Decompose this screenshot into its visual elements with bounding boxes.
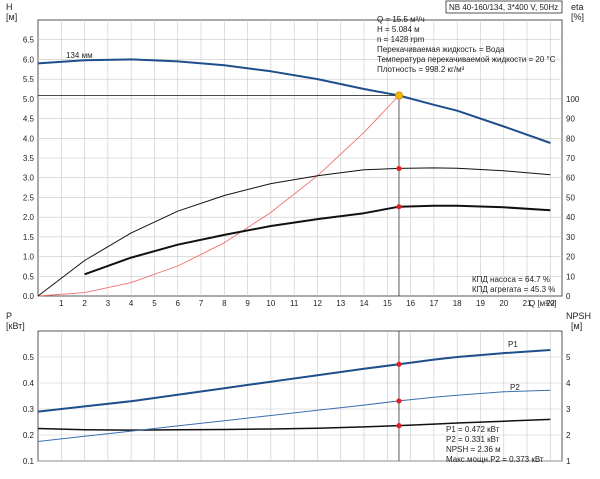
- head-tick-label: 5.5: [23, 75, 35, 84]
- flow-tick-label: 22: [546, 299, 555, 308]
- p1-marker: [396, 361, 402, 367]
- head-axis-symbol: H: [6, 2, 13, 12]
- flow-tick-label: 6: [176, 299, 181, 308]
- eta-pump-marker: [396, 165, 402, 172]
- npsh-tick-label: 2: [566, 431, 571, 440]
- head-tick-label: 0.0: [23, 292, 35, 301]
- info-pump-efficiency: КПД насоса = 64.7 %: [472, 275, 550, 284]
- flow-tick-label: 3: [106, 299, 111, 308]
- flow-tick-label: 17: [429, 299, 438, 308]
- eta-tick-label: 10: [566, 272, 575, 281]
- flow-tick-label: 15: [383, 299, 392, 308]
- head-tick-label: 1.5: [23, 233, 35, 242]
- head-tick-label: 6.0: [23, 55, 35, 64]
- info-npsh: NPSH = 2.36 м: [446, 445, 501, 454]
- flow-tick-label: 1: [59, 299, 64, 308]
- info-p2: P2 = 0.331 кВт: [446, 435, 500, 444]
- flow-axis-label: Q [м³/ч]: [529, 299, 556, 308]
- npsh-axis-unit: [м]: [571, 321, 582, 331]
- head-tick-label: 6.5: [23, 36, 35, 45]
- impeller-head-curve: [37, 58, 551, 144]
- p1-curve: [37, 349, 551, 413]
- eta-tick-label: 20: [566, 253, 575, 262]
- info-max-power: Макс.мощн.P2 = 0.373 кВт: [446, 455, 544, 464]
- head-axis-unit: [м]: [6, 12, 17, 22]
- head-tick-label: 1.0: [23, 253, 35, 262]
- eta-tick-label: 40: [566, 213, 575, 222]
- head-tick-label: 0.5: [23, 272, 35, 281]
- flow-tick-label: 14: [360, 299, 369, 308]
- npsh-marker: [396, 423, 402, 429]
- impeller-diameter-label: 134 мм: [66, 51, 93, 60]
- power-tick-label: 0.5: [23, 353, 35, 362]
- flow-tick-label: 21: [523, 299, 532, 308]
- info-unit-efficiency: КПД агрегата = 45.3 %: [472, 285, 555, 294]
- head-tick-label: 4.5: [23, 115, 35, 124]
- head-tick-label: 4.0: [23, 134, 35, 143]
- head-tick-label: 3.0: [23, 174, 35, 183]
- power-tick-label: 0.4: [23, 379, 35, 388]
- title-box: [445, 0, 563, 14]
- power-axis-unit: [кВт]: [6, 321, 25, 331]
- flow-tick-label: 4: [129, 299, 134, 308]
- head-tick-label: 3.5: [23, 154, 35, 163]
- head-tick-label: 2.5: [23, 193, 35, 202]
- eta-axis-unit: [%]: [571, 12, 584, 22]
- eta-tick-label: 60: [566, 174, 575, 183]
- eta-axis-symbol: eta: [571, 2, 584, 12]
- eta-unit-marker: [396, 204, 402, 210]
- power-tick-label: 0.1: [23, 457, 35, 466]
- flow-tick-label: 13: [336, 299, 345, 308]
- flow-tick-label: 2: [82, 299, 87, 308]
- flow-tick-label: 19: [476, 299, 485, 308]
- eta-unit-curve: [84, 204, 551, 276]
- eta-tick-label: 50: [566, 193, 575, 202]
- eta-tick-label: 80: [566, 134, 575, 143]
- npsh-tick-label: 5: [566, 353, 571, 362]
- info-head: H = 5.084 м: [377, 25, 420, 34]
- flow-tick-label: 5: [152, 299, 157, 308]
- head-tick-label: 2.0: [23, 213, 35, 222]
- info-speed: n = 1428 rpm: [377, 35, 425, 44]
- power-tick-label: 0.2: [23, 431, 35, 440]
- npsh-tick-label: 3: [566, 405, 571, 414]
- flow-tick-label: 10: [266, 299, 275, 308]
- chart-title: NB 40-160/134, 3*400 V, 50Hz: [449, 3, 558, 12]
- flow-tick-label: 12: [313, 299, 322, 308]
- eta-tick-label: 30: [566, 233, 575, 242]
- flow-tick-label: 20: [499, 299, 508, 308]
- eta-tick-label: 90: [566, 115, 575, 124]
- npsh-tick-label: 1: [566, 457, 571, 466]
- eta-tick-label: 100: [566, 95, 580, 104]
- flow-tick-label: 9: [245, 299, 250, 308]
- head-tick-label: 5.0: [23, 95, 35, 104]
- flow-tick-label: 16: [406, 299, 415, 308]
- power-tick-label: 0.3: [23, 405, 35, 414]
- eta-tick-label: 70: [566, 154, 575, 163]
- operating-point-marker: [394, 91, 403, 100]
- npsh-tick-label: 4: [566, 379, 571, 388]
- eta-pump-curve: [37, 167, 551, 297]
- p2-curve: [37, 389, 551, 442]
- info-p1: P1 = 0.472 кВт: [446, 425, 500, 434]
- flow-tick-label: 11: [290, 299, 299, 308]
- npsh-axis-symbol: NPSH: [566, 311, 591, 321]
- system-curve: [37, 95, 400, 297]
- flow-tick-label: 8: [222, 299, 227, 308]
- p1-series-label: P1: [508, 340, 518, 349]
- flow-tick-label: 7: [199, 299, 204, 308]
- p2-marker: [396, 398, 402, 404]
- power-axis-symbol: P: [6, 311, 12, 321]
- info-temperature: Температура перекачиваемой жидкости = 20…: [377, 55, 556, 64]
- info-liquid: Перекачиваемая жидкость = Вода: [377, 45, 505, 54]
- npsh-curve: [37, 418, 551, 431]
- flow-tick-label: 18: [453, 299, 462, 308]
- info-density: Плотность = 998.2 кг/м³: [377, 65, 465, 74]
- info-flow: Q = 15.5 м³/ч: [377, 15, 425, 24]
- eta-tick-label: 0: [566, 292, 571, 301]
- p2-series-label: P2: [510, 383, 520, 392]
